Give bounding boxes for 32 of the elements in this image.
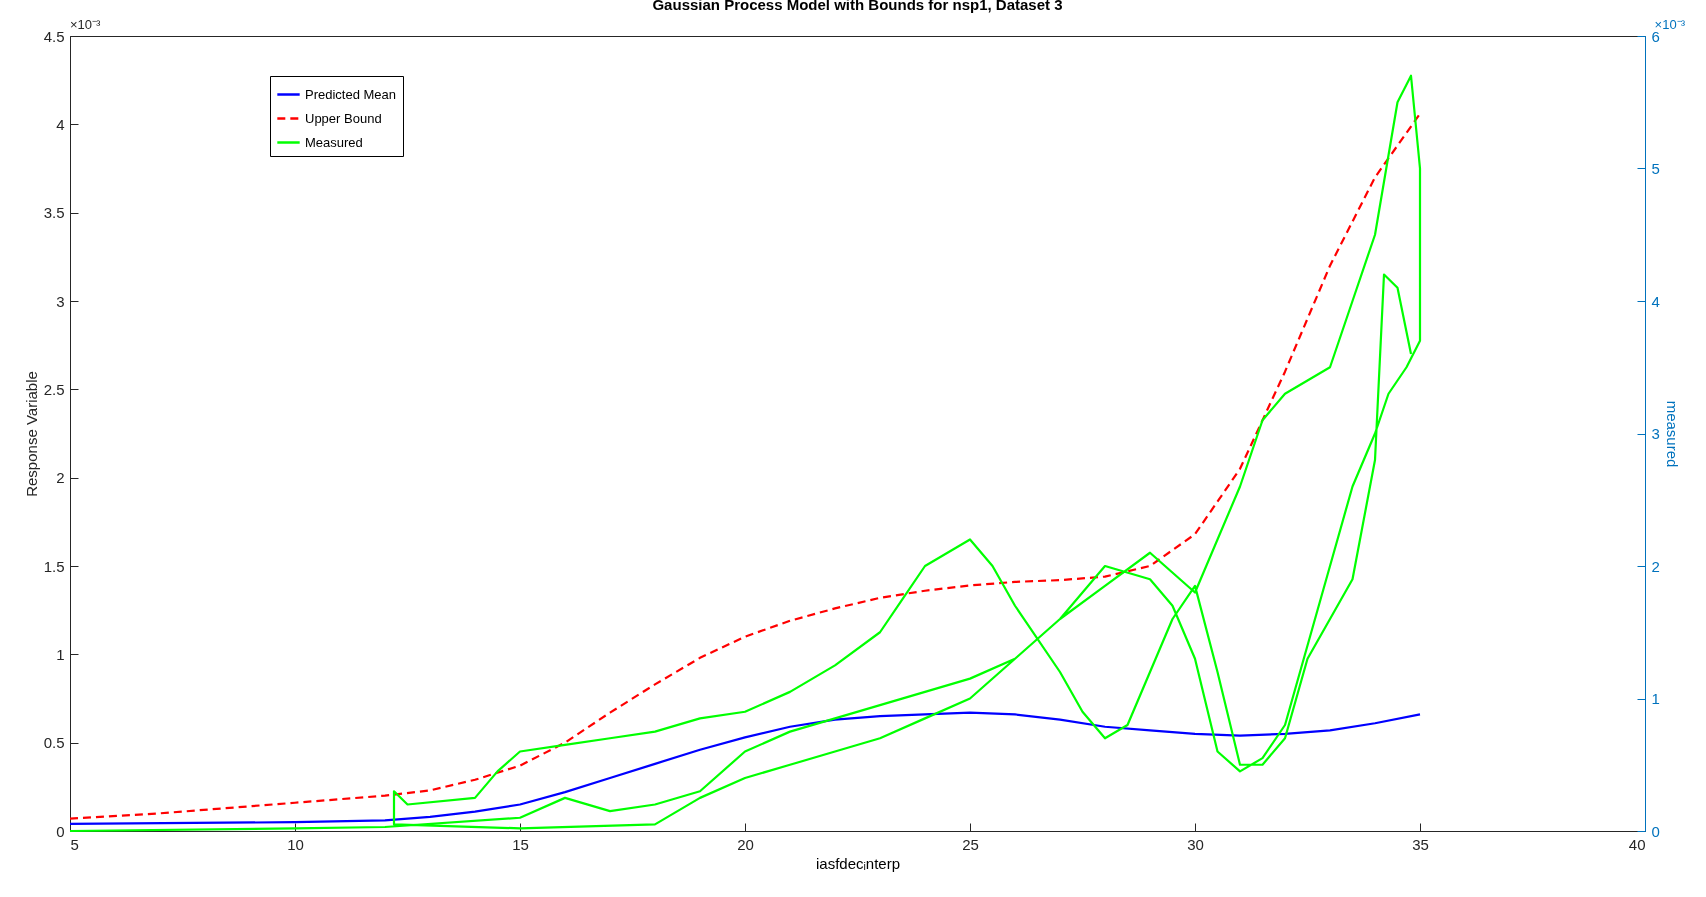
y2-tick-label: 5 [1651, 160, 1660, 177]
line-series [68, 711, 1422, 826]
y2-axis-title: measured [1663, 400, 1681, 468]
x-tick-label: 15 [512, 835, 529, 853]
x-axis-title: iasfdecᵢnterp [815, 854, 901, 872]
x-tick-label: 20 [737, 835, 754, 853]
y-tick-label: 0.5 [43, 734, 65, 752]
x-tick-label: 5 [70, 835, 79, 853]
y-tick-label: 4.5 [43, 27, 65, 45]
legend-label: Measured [305, 134, 363, 150]
y-tick-label: 2.5 [43, 380, 65, 398]
x-tick-label: 35 [1412, 835, 1429, 853]
legend-label: Predicted Mean [305, 86, 397, 102]
x-tick-label: 25 [962, 835, 979, 853]
x-tick-label: 30 [1187, 835, 1204, 853]
y2-tick-label: 3 [1651, 425, 1660, 442]
y2-tick-label: 2 [1651, 557, 1660, 575]
y2-tick-label: 1 [1651, 690, 1660, 707]
y-tick-label: 0 [56, 822, 65, 840]
text: ×10⁻³ [70, 17, 102, 32]
y-tick-label: 3.5 [43, 204, 65, 222]
y-tick-label: 3 [56, 292, 65, 310]
y2-tick-label: 0 [1651, 822, 1660, 840]
y-tick-label: 1.5 [43, 557, 65, 575]
y-tick-label: 2 [56, 469, 65, 487]
y-axis-title: Response Variable [22, 371, 40, 497]
y-tick-label: 1 [56, 645, 65, 663]
legend-label: Upper Bound [305, 110, 382, 126]
x-tick-label: 40 [1628, 835, 1646, 853]
y2-tick-label: 4 [1651, 292, 1660, 310]
x-tick-label: 10 [287, 835, 304, 853]
y-tick-label: 4 [56, 115, 65, 133]
